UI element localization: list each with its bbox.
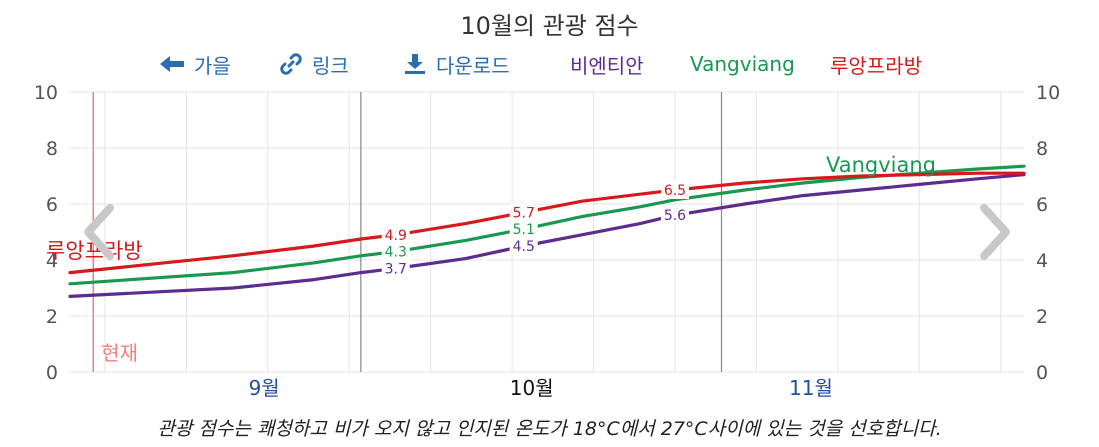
series-line-vientiane [68,173,1026,298]
download-button[interactable]: 다운로드 [404,48,510,80]
toggle-luangprabang[interactable]: 루앙프라방 [830,48,922,80]
y-tick-label-right: 8 [1036,138,1048,160]
series-line-vangviang [68,164,1026,286]
data-label-bg [381,259,410,278]
y-tick-label-left: 0 [46,362,58,384]
toggle-luangprabang-label: 루앙프라방 [830,53,922,78]
link-button-label: 링크 [312,53,349,78]
toggle-vientiane-label: 비엔티안 [570,53,644,78]
inline-series-label-vangviang: Vangviang [826,153,936,177]
data-label-bg [381,225,410,244]
data-label-vientiane: 4.5 [513,239,535,255]
y-tick-label-right: 6 [1036,194,1048,216]
chart-title: 10월의 관광 점수 [460,12,639,40]
y-tick-label-left: 2 [46,306,58,328]
y-tick-label-left: 4 [46,250,58,272]
y-tick-label-right: 4 [1036,250,1048,272]
arrow-left-icon [160,56,184,72]
data-label-luangprabang: 5.7 [513,205,535,221]
data-label-vangviang: 5.1 [513,222,535,238]
toggle-vangviang[interactable]: Vangviang [690,48,795,80]
footnote: 관광 점수는 쾌청하고 비가 오지 않고 인지된 온도가 18°C에서 27°C… [0,414,1099,441]
back-button[interactable]: 가을 [160,48,231,80]
download-button-label: 다운로드 [436,53,510,78]
data-label-vientiane: 5.6 [664,208,686,224]
toggle-vangviang-label: Vangviang [690,52,795,76]
data-label-luangprabang: 4.9 [385,228,407,244]
series-line-luangprabang [68,171,1026,275]
y-tick-label-left: 8 [46,138,58,160]
data-label-bg [509,237,538,255]
now-marker-label: 현재 [101,341,138,365]
y-tick-label-right: 2 [1036,306,1048,328]
data-label-bg [381,242,410,261]
y-tick-label-left: 10 [34,82,58,104]
link-button[interactable]: 링크 [280,48,349,80]
x-month-label: 11월 [789,376,833,400]
data-label-bg [509,220,538,239]
x-month-label: 9월 [249,376,280,400]
data-label-vientiane: 3.7 [385,261,407,277]
y-tick-label-left: 6 [46,194,58,216]
next-month-button[interactable] [978,204,1014,260]
y-tick-label-right: 10 [1036,82,1060,104]
footnote-text: 는 쾌청하고 비가 오지 않고 인지된 온도가 18°C에서 27°C사이에 있… [233,418,942,440]
data-label-vangviang: 4.3 [385,245,407,261]
x-month-label: 10월 [510,376,554,400]
data-label-bg [660,206,689,225]
back-button-label: 가을 [194,53,231,78]
link-icon [280,53,302,75]
data-label-luangprabang: 6.5 [664,183,686,199]
footnote-term: 관광 점수 [157,418,234,440]
data-label-bg [660,181,689,199]
data-label-bg [509,203,538,222]
download-icon [405,54,425,74]
prev-month-button[interactable] [80,204,116,260]
y-tick-label-right: 0 [1036,362,1048,384]
chevron-right-icon [980,204,1010,260]
chevron-left-icon [84,204,114,260]
toggle-vientiane[interactable]: 비엔티안 [570,48,644,80]
